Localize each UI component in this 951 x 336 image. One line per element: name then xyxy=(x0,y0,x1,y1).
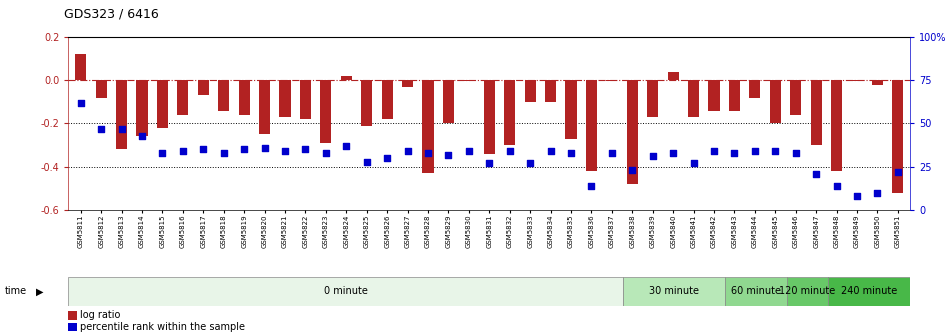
Bar xyxy=(300,80,311,119)
Point xyxy=(216,150,231,156)
Bar xyxy=(116,80,127,150)
Bar xyxy=(136,80,147,136)
Point xyxy=(420,150,436,156)
Text: 240 minute: 240 minute xyxy=(841,287,897,296)
Point xyxy=(481,161,496,166)
Bar xyxy=(443,80,454,123)
Point xyxy=(747,149,763,154)
Bar xyxy=(157,80,168,128)
Bar xyxy=(728,80,740,111)
Bar xyxy=(828,277,910,306)
Point xyxy=(298,147,313,152)
Point xyxy=(196,147,211,152)
Text: GDS323 / 6416: GDS323 / 6416 xyxy=(64,7,159,20)
Bar xyxy=(623,277,726,306)
Point xyxy=(829,183,844,188)
Bar xyxy=(422,80,434,173)
Bar xyxy=(340,76,352,80)
Bar xyxy=(218,80,229,111)
Point xyxy=(257,145,272,151)
Bar xyxy=(647,80,658,117)
Point xyxy=(522,161,537,166)
Bar xyxy=(872,80,883,85)
Point xyxy=(73,100,88,106)
Bar xyxy=(545,80,556,102)
Text: 30 minute: 30 minute xyxy=(649,287,699,296)
Bar xyxy=(708,80,720,111)
Point xyxy=(604,150,619,156)
Bar xyxy=(95,80,107,97)
Bar xyxy=(68,311,77,320)
Bar xyxy=(586,80,597,171)
Point xyxy=(400,149,416,154)
Point xyxy=(890,169,905,175)
Bar xyxy=(790,80,802,115)
Point xyxy=(788,150,804,156)
Point xyxy=(155,150,170,156)
Point xyxy=(134,133,149,138)
Text: log ratio: log ratio xyxy=(80,310,120,320)
Bar xyxy=(627,80,638,184)
Bar xyxy=(892,80,903,193)
Text: 0 minute: 0 minute xyxy=(323,287,367,296)
Point xyxy=(625,168,640,173)
Point xyxy=(114,126,129,131)
Bar xyxy=(381,80,393,119)
Bar xyxy=(851,80,863,81)
Bar xyxy=(239,80,250,115)
Bar xyxy=(402,80,413,87)
Point xyxy=(543,149,558,154)
Point xyxy=(379,155,395,161)
Point xyxy=(359,159,375,164)
Point xyxy=(461,149,476,154)
Text: percentile rank within the sample: percentile rank within the sample xyxy=(80,322,245,332)
Bar xyxy=(786,277,828,306)
Bar xyxy=(68,323,77,331)
Point xyxy=(849,194,864,199)
Bar xyxy=(769,80,781,123)
Text: 60 minute: 60 minute xyxy=(731,287,781,296)
Point xyxy=(727,150,742,156)
Bar xyxy=(75,54,87,80)
Point xyxy=(645,154,660,159)
Bar xyxy=(259,80,270,134)
Point xyxy=(707,149,722,154)
Point xyxy=(93,126,108,131)
Point xyxy=(175,149,190,154)
Point xyxy=(278,149,293,154)
Bar xyxy=(280,80,291,117)
Point xyxy=(686,161,701,166)
Bar xyxy=(320,80,332,143)
Point xyxy=(870,190,885,195)
Bar xyxy=(463,80,475,81)
Point xyxy=(563,150,578,156)
Bar xyxy=(688,80,699,117)
Bar xyxy=(484,80,495,154)
Bar xyxy=(749,80,761,97)
Text: 120 minute: 120 minute xyxy=(779,287,836,296)
Bar xyxy=(68,277,623,306)
Point xyxy=(319,150,334,156)
Bar xyxy=(566,80,576,139)
Bar xyxy=(177,80,188,115)
Bar xyxy=(606,80,617,81)
Bar xyxy=(525,80,535,102)
Text: ▶: ▶ xyxy=(36,287,44,296)
Point xyxy=(339,143,354,149)
Bar xyxy=(668,72,679,80)
Bar xyxy=(198,80,209,95)
Point xyxy=(767,149,783,154)
Bar xyxy=(726,277,786,306)
Bar xyxy=(810,80,822,145)
Point xyxy=(666,150,681,156)
Point xyxy=(808,171,824,176)
Point xyxy=(441,152,456,157)
Bar xyxy=(831,80,843,171)
Point xyxy=(237,147,252,152)
Point xyxy=(502,149,517,154)
Point xyxy=(584,183,599,188)
Bar xyxy=(504,80,515,145)
Bar xyxy=(361,80,373,126)
Text: time: time xyxy=(5,287,27,296)
